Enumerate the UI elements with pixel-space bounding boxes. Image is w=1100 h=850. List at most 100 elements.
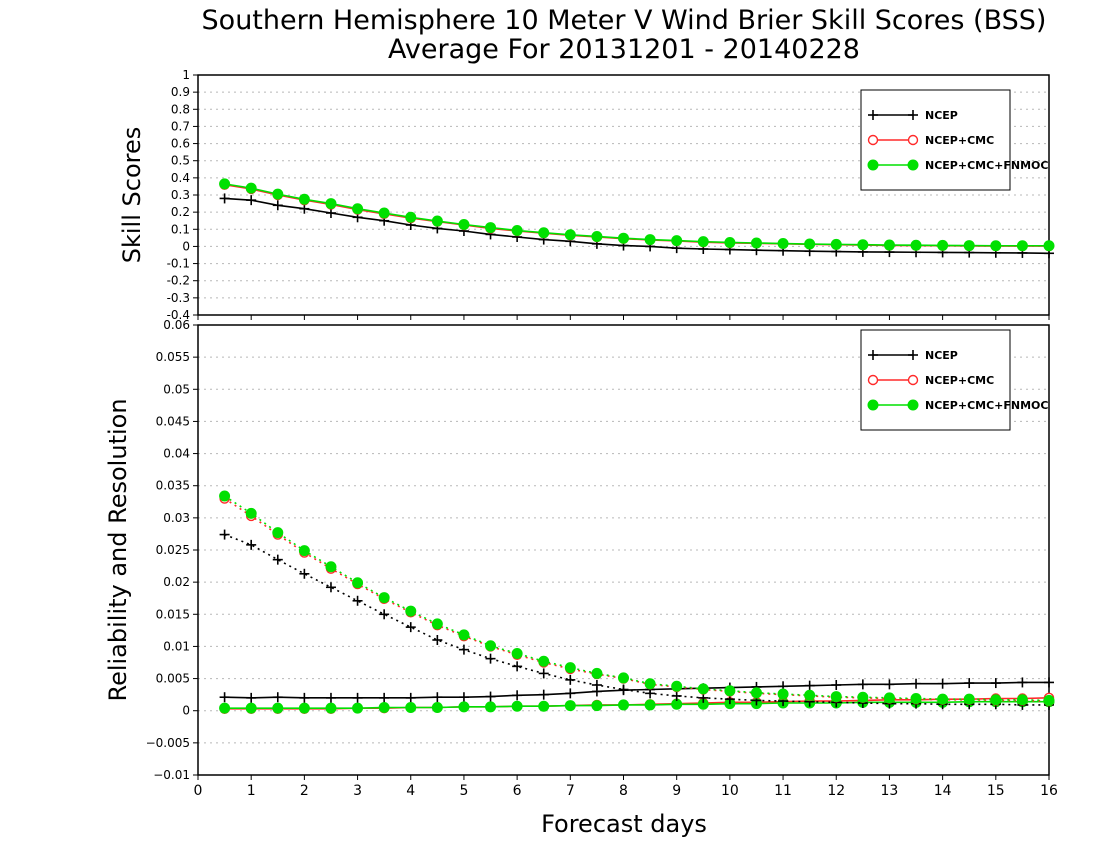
point-ncep-cmc-fnmoc: [724, 236, 736, 248]
point-reliability-ncep-cmc-fnmoc: [405, 702, 417, 713]
plot-frame: [197, 74, 1050, 316]
point-reliability-ncep-cmc-fnmoc: [618, 699, 629, 711]
legend-label: NCEP+CMC+FNMOC: [925, 399, 1048, 412]
y-tick-label: -0.1: [167, 257, 190, 271]
y-tick-label: 0.9: [171, 85, 190, 99]
y-tick-label: 0.02: [163, 575, 190, 589]
point-resolution-ncep-cmc-fnmoc: [750, 687, 762, 699]
y-tick-label: 0.005: [156, 672, 190, 686]
chart-title-line2: Average For 20131201 - 20140228: [388, 34, 860, 65]
series-line-resolution-ncep-cmc-fnmoc: [224, 495, 1050, 702]
chart-title-line1: Southern Hemisphere 10 Meter V Wind Brie…: [202, 5, 1047, 36]
point-resolution-ncep-cmc-fnmoc: [830, 691, 842, 703]
point-resolution-ncep-cmc-fnmoc: [963, 693, 975, 705]
y-tick-label: -0.4: [167, 308, 190, 322]
point-ncep-cmc-fnmoc: [458, 218, 470, 230]
y-tick-label: 0.025: [156, 543, 190, 557]
point-resolution-ncep-cmc-fnmoc: [1043, 694, 1055, 706]
legend-marker: [907, 134, 919, 146]
point-ncep-cmc-fnmoc: [245, 182, 257, 194]
legend-marker: [907, 399, 919, 411]
point-ncep-cmc-fnmoc: [1043, 240, 1055, 252]
x-tick-label: 7: [566, 783, 575, 799]
point-reliability-ncep-cmc-fnmoc: [219, 702, 231, 714]
y-tick-label: 0.8: [171, 102, 190, 116]
point-ncep-cmc-fnmoc: [298, 193, 310, 205]
point-reliability-ncep-cmc-fnmoc: [325, 702, 337, 714]
point-resolution-ncep-cmc-fnmoc: [937, 693, 949, 705]
point-ncep-cmc-fnmoc: [644, 234, 656, 246]
series-line-reliability-ncep-cmc-fnmoc: [224, 700, 1049, 709]
point-ncep-cmc-fnmoc: [511, 224, 523, 236]
point-ncep-cmc-fnmoc: [538, 227, 550, 239]
x-tick-label: 6: [513, 783, 522, 799]
point-resolution-ncep-cmc-fnmoc: [431, 618, 443, 630]
x-tick-label: 12: [827, 783, 845, 799]
y-tick-label: 0.035: [156, 479, 190, 493]
y-tick-label: 0.055: [156, 350, 190, 364]
x-tick-label: 8: [619, 783, 628, 799]
point-ncep-cmc-fnmoc: [564, 229, 576, 241]
point-resolution-ncep-cmc-fnmoc: [272, 527, 284, 539]
point-resolution-ncep-cmc-fnmoc: [352, 577, 364, 589]
point-ncep-cmc-fnmoc: [937, 239, 949, 251]
series-line-ncep-cmc-fnmoc: [224, 183, 1049, 247]
legend-label: NCEP: [925, 109, 958, 122]
x-tick-label: 5: [459, 783, 468, 799]
y-tick-label: 0.01: [163, 639, 190, 653]
x-tick-label: 9: [672, 783, 681, 799]
skill-scores-panel: 1 0.9 0.8 0.7 0.6 0.5 0.4 0.3 0.2 0.1 0 -0.1 -0.2 -0.…: [167, 68, 1055, 322]
point-ncep-cmc-fnmoc: [750, 237, 762, 249]
legend-label: NCEP: [925, 349, 958, 362]
point-resolution-ncep-cmc-fnmoc: [325, 561, 337, 573]
x-tick-label: 2: [300, 783, 309, 799]
point-resolution-ncep-cmc-fnmoc: [697, 683, 709, 695]
point-resolution-ncep-cmc-fnmoc: [591, 667, 603, 679]
series-line-resolution-ncep: [224, 533, 1049, 706]
legend-marker: [867, 374, 879, 386]
point-reliability-ncep-cmc-fnmoc: [352, 702, 364, 714]
point-ncep-cmc-fnmoc: [857, 239, 869, 251]
point-resolution-ncep-cmc-fnmoc: [458, 629, 470, 641]
x-tick-label: 13: [881, 783, 899, 799]
x-tick-label: 1: [247, 783, 256, 799]
point-ncep-cmc-fnmoc: [272, 188, 284, 200]
legend-marker: [907, 159, 919, 171]
point-ncep-cmc-fnmoc: [485, 222, 497, 234]
point-resolution-ncep-cmc-fnmoc: [538, 655, 550, 667]
x-tick-label: 3: [353, 783, 362, 799]
point-ncep-cmc-fnmoc: [325, 198, 337, 210]
legend-label: NCEP+CMC: [925, 134, 994, 147]
legend-marker: [867, 134, 879, 146]
legend-label: NCEP+CMC: [925, 374, 994, 387]
y-tick-label: 0: [182, 239, 190, 253]
point-ncep-cmc-fnmoc: [671, 235, 683, 247]
point-resolution-ncep-cmc-fnmoc: [378, 592, 390, 604]
point-reliability-ncep-cmc-fnmoc: [431, 702, 443, 713]
point-resolution-ncep-cmc-fnmoc: [298, 545, 310, 557]
legend-marker: [867, 159, 879, 171]
x-tick-label: 0: [194, 783, 203, 799]
y-tick-label: 0.045: [156, 414, 190, 428]
y-tick-label: 0.06: [163, 318, 190, 332]
point-resolution-ncep-cmc-fnmoc: [804, 689, 816, 701]
point-reliability-ncep-cmc-fnmoc: [458, 701, 470, 713]
x-tick-label: 11: [774, 783, 792, 799]
y-tick-label: 0.04: [163, 447, 190, 461]
point-reliability-ncep-cmc-fnmoc: [644, 699, 656, 711]
point-resolution-ncep-cmc-fnmoc: [245, 507, 257, 519]
x-tick-label: 14: [934, 783, 952, 799]
legend-marker: [867, 399, 879, 411]
point-ncep-cmc-fnmoc: [1016, 240, 1028, 252]
point-resolution-ncep-cmc-fnmoc: [485, 640, 497, 652]
y-tick-label: 0: [182, 704, 190, 718]
point-ncep-cmc-fnmoc: [830, 238, 842, 250]
point-resolution-ncep-cmc-fnmoc: [724, 685, 736, 697]
x-tick-label: 15: [987, 783, 1005, 799]
point-ncep-cmc-fnmoc: [591, 230, 603, 242]
y-tick-label: 0.03: [163, 511, 190, 525]
point-reliability-ncep-cmc-fnmoc: [538, 700, 550, 712]
point-ncep-cmc-fnmoc: [405, 211, 417, 223]
point-reliability-ncep-cmc-fnmoc: [298, 702, 310, 714]
